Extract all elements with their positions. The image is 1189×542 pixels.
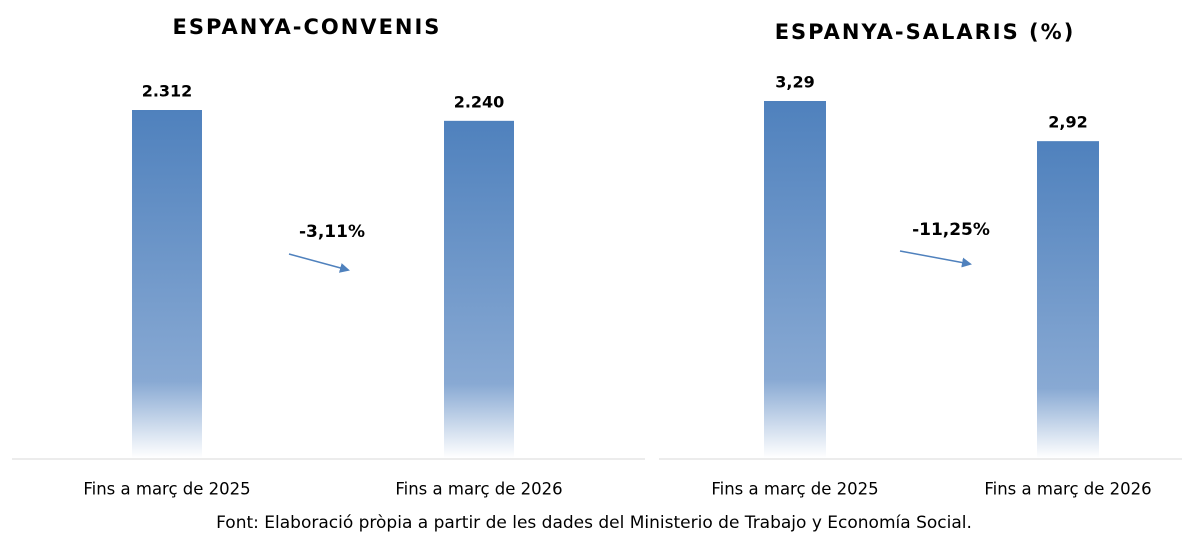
- bar: [1037, 141, 1099, 459]
- value-label: 2,92: [1048, 113, 1087, 132]
- annotation: -3,11%: [299, 222, 365, 242]
- value-label: 3,29: [775, 73, 814, 92]
- arrow: [288, 253, 350, 273]
- bar: [132, 110, 202, 458]
- x-tick-label: Fins a març de 2026: [395, 480, 562, 499]
- x-tick-label: Fins a març de 2026: [984, 480, 1151, 499]
- source: Font: Elaboració pròpia a partir de les …: [216, 513, 972, 533]
- annotation: -11,25%: [912, 220, 990, 240]
- value-label: 2.240: [454, 92, 505, 111]
- x-tick-label: Fins a març de 2025: [83, 480, 250, 499]
- bar: [444, 120, 514, 458]
- arrow: [899, 250, 972, 268]
- bar: [764, 101, 826, 458]
- chart-title: ESPANYA-CONVENIS: [173, 15, 442, 39]
- value-label: 2.312: [142, 82, 193, 101]
- chart-title: ESPANYA-SALARIS (%): [775, 20, 1076, 44]
- x-tick-label: Fins a març de 2025: [711, 480, 878, 499]
